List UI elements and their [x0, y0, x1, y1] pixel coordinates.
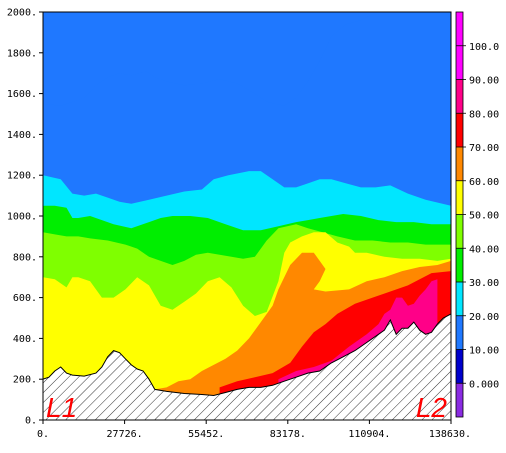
colorbar-band [456, 113, 463, 147]
x-tick-label: 110904. [348, 429, 390, 440]
colorbar-band [456, 214, 463, 249]
x-axis: 0. 27726. 55452. 83178. 110904. 138630. [37, 420, 471, 440]
terrain [43, 313, 451, 420]
y-tick-label: 200. [13, 375, 37, 386]
colorbar-label: 40.00 [469, 244, 499, 255]
section-start-label: L1 [46, 392, 77, 423]
colorbar-band [456, 315, 463, 350]
colorbar-band [456, 147, 463, 181]
colorbar-band [456, 349, 463, 384]
x-tick-label: 27726. [107, 429, 143, 440]
y-tick-label: 0. [25, 416, 37, 427]
x-tick-label: 138630. [429, 429, 471, 440]
section-end-label: L2 [416, 392, 448, 423]
colorbar-label: 10.00 [469, 346, 499, 357]
x-tick-label: 83178. [270, 429, 306, 440]
x-tick-label: 0. [37, 429, 49, 440]
colorbar-label: 20.00 [469, 312, 499, 323]
y-tick-label: 1200. [7, 171, 37, 182]
colorbar: 0.000 10.00 20.00 30.00 40.00 50.00 60.00 70.00… [455, 11, 499, 418]
colorbar-label: 100.0 [469, 42, 499, 53]
y-tick-label: 1400. [7, 130, 37, 141]
colorbar-label: 60.00 [469, 177, 499, 188]
colorbar-label: 90.00 [469, 76, 499, 87]
colorbar-label: 80.00 [469, 109, 499, 120]
y-tick-label: 1600. [7, 89, 37, 100]
colorbar-label: 50.00 [469, 211, 499, 222]
x-tick-label: 55452. [188, 429, 224, 440]
colorbar-band [456, 383, 463, 417]
y-tick-label: 1800. [7, 48, 37, 59]
y-tick-label: 800. [13, 252, 37, 263]
y-tick-label: 2000. [7, 8, 37, 19]
colorbar-label: 0.000 [469, 379, 499, 390]
y-tick-label: 400. [13, 334, 37, 345]
colorbar-band [456, 180, 463, 215]
y-tick-label: 600. [13, 293, 37, 304]
colorbar-band [456, 79, 463, 114]
colorbar-band [456, 248, 463, 282]
colorbar-label: 30.00 [469, 278, 499, 289]
colorbar-label: 70.00 [469, 143, 499, 154]
y-axis: 0. 200. 400. 600. 800. 1000. 1200. 1400. 1600. 18… [7, 8, 43, 427]
colorbar-band [456, 282, 463, 316]
y-tick-label: 1000. [7, 212, 37, 223]
